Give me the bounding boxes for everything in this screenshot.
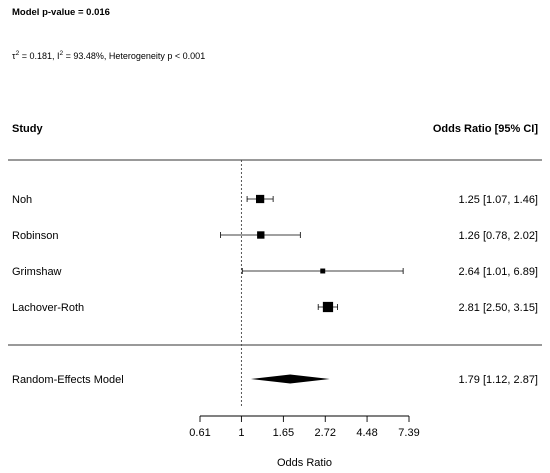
summary-name: Random-Effects Model	[12, 374, 124, 386]
study-row: Lachover-Roth 2.81 [2.50, 3.15]	[12, 301, 538, 314]
x-tick-label: 2.72	[315, 427, 336, 439]
point-estimate	[320, 268, 326, 274]
study-row: Grimshaw 2.64 [1.01, 6.89]	[12, 266, 538, 278]
x-tick-label: 1	[238, 427, 244, 439]
study-estimate: 1.25 [1.07, 1.46]	[458, 194, 538, 206]
study-name: Grimshaw	[12, 266, 62, 278]
x-tick-label: 7.39	[398, 427, 419, 439]
study-name: Lachover-Roth	[12, 302, 84, 314]
effect-column-header: Odds Ratio [95% CI]	[433, 123, 538, 135]
study-estimate: 2.64 [1.01, 6.89]	[458, 266, 538, 278]
summary-diamond	[250, 374, 330, 384]
x-tick-label: 1.65	[273, 427, 294, 439]
study-name: Robinson	[12, 230, 58, 242]
summary-estimate: 1.79 [1.12, 2.87]	[458, 374, 538, 386]
point-estimate	[255, 194, 265, 204]
summary-row: Random-Effects Model 1.79 [1.12, 2.87]	[12, 374, 538, 386]
study-estimate: 1.26 [0.78, 2.02]	[458, 230, 538, 242]
study-name: Noh	[12, 194, 32, 206]
x-axis-label: Odds Ratio	[277, 457, 332, 469]
study-row: Noh 1.25 [1.07, 1.46]	[12, 194, 538, 206]
study-estimate: 2.81 [2.50, 3.15]	[458, 302, 538, 314]
x-tick-label: 0.61	[189, 427, 210, 439]
heterogeneity-stats: τ2 = 0.181, I2 = 93.48%, Heterogeneity p…	[12, 50, 205, 61]
x-tick-label: 4.48	[356, 427, 377, 439]
study-column-header: Study	[12, 123, 43, 135]
model-p-value: Model p-value = 0.016	[12, 7, 110, 18]
point-estimate	[257, 231, 265, 239]
point-estimate	[322, 301, 334, 313]
study-row: Robinson 1.26 [0.78, 2.02]	[12, 230, 538, 242]
